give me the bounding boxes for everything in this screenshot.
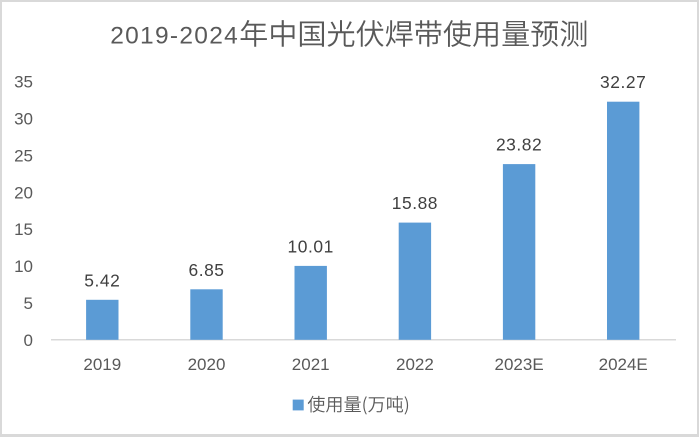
svg-text:10.01: 10.01 bbox=[288, 236, 334, 256]
svg-text:32.27: 32.27 bbox=[600, 72, 646, 92]
svg-text:20: 20 bbox=[14, 183, 33, 202]
svg-text:15: 15 bbox=[14, 220, 33, 239]
svg-text:15.88: 15.88 bbox=[392, 193, 438, 213]
svg-text:2024E: 2024E bbox=[599, 355, 648, 374]
svg-text:2019: 2019 bbox=[83, 355, 121, 374]
svg-text:30: 30 bbox=[14, 110, 33, 129]
svg-text:2021: 2021 bbox=[292, 355, 330, 374]
svg-text:5.42: 5.42 bbox=[84, 270, 120, 290]
svg-text:35: 35 bbox=[14, 73, 33, 92]
svg-text:25: 25 bbox=[14, 147, 33, 166]
svg-text:2022: 2022 bbox=[396, 355, 434, 374]
svg-text:5: 5 bbox=[24, 294, 33, 313]
svg-text:6.85: 6.85 bbox=[188, 260, 224, 280]
svg-text:2019-2024: 2019-2024 bbox=[110, 23, 239, 50]
svg-text:10: 10 bbox=[14, 257, 33, 276]
svg-text:23.82: 23.82 bbox=[496, 135, 542, 155]
svg-text:2020: 2020 bbox=[188, 355, 226, 374]
svg-text:0: 0 bbox=[24, 331, 33, 350]
svg-text:2023E: 2023E bbox=[495, 355, 544, 374]
